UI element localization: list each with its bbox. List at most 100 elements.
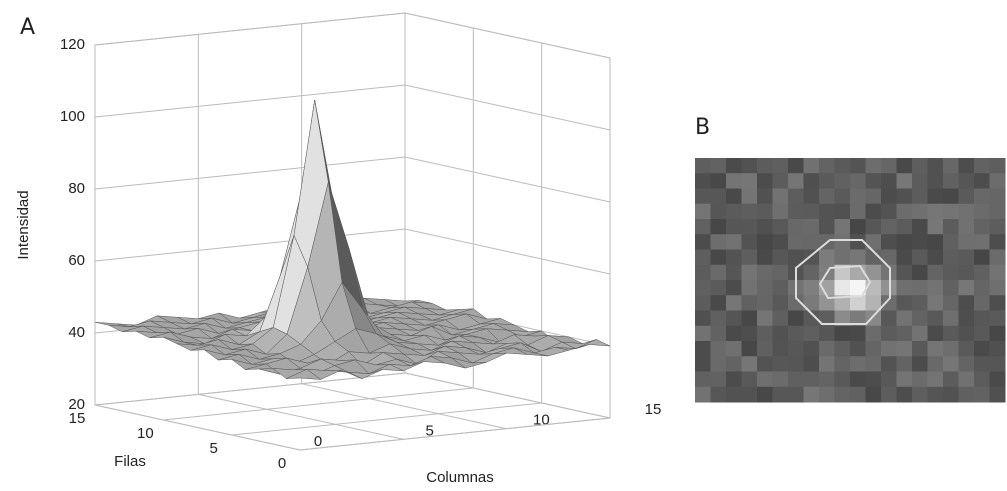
image-pixel bbox=[897, 250, 913, 266]
image-pixel bbox=[711, 280, 727, 296]
panel-label: A bbox=[20, 15, 35, 40]
image-pixel bbox=[974, 173, 990, 189]
image-pixel bbox=[726, 387, 742, 403]
image-pixel bbox=[990, 326, 1006, 342]
image-pixel bbox=[819, 387, 835, 403]
image-pixel bbox=[990, 204, 1006, 220]
image-pixel bbox=[773, 341, 789, 357]
image-pixel bbox=[897, 234, 913, 250]
image-pixel bbox=[695, 250, 711, 266]
image-pixel bbox=[959, 295, 975, 311]
image-pixel bbox=[912, 250, 928, 266]
image-pixel bbox=[788, 234, 804, 250]
image-pixel bbox=[711, 341, 727, 357]
image-pixel bbox=[726, 356, 742, 372]
image-pixel bbox=[695, 341, 711, 357]
image-pixel bbox=[974, 341, 990, 357]
image-pixel bbox=[804, 356, 820, 372]
image-pixel bbox=[928, 311, 944, 327]
image-pixel bbox=[943, 341, 959, 357]
image-pixel bbox=[695, 158, 711, 174]
image-pixel bbox=[959, 250, 975, 266]
image-pixel bbox=[850, 295, 866, 311]
image-pixel bbox=[804, 387, 820, 403]
image-pixel bbox=[742, 341, 758, 357]
image-pixel bbox=[835, 189, 851, 205]
image-pixel bbox=[695, 387, 711, 403]
image-pixel bbox=[711, 311, 727, 327]
image-pixel bbox=[757, 219, 773, 235]
image-pixel bbox=[742, 189, 758, 205]
image-pixel bbox=[773, 356, 789, 372]
image-pixel bbox=[711, 204, 727, 220]
image-pixel bbox=[773, 219, 789, 235]
image-pixel bbox=[773, 265, 789, 281]
image-pixel bbox=[819, 356, 835, 372]
image-pixel bbox=[726, 173, 742, 189]
image-pixel bbox=[990, 387, 1006, 403]
image-pixel bbox=[928, 341, 944, 357]
image-pixel bbox=[695, 219, 711, 235]
image-pixel bbox=[788, 219, 804, 235]
image-pixel bbox=[695, 280, 711, 296]
image-pixel bbox=[788, 372, 804, 388]
image-pixel bbox=[711, 265, 727, 281]
image-pixel bbox=[850, 250, 866, 266]
image-pixel bbox=[928, 158, 944, 174]
image-pixel bbox=[850, 326, 866, 342]
image-pixel bbox=[695, 311, 711, 327]
image-pixel bbox=[990, 356, 1006, 372]
image-pixel bbox=[726, 219, 742, 235]
image-pixel bbox=[757, 158, 773, 174]
image-pixel bbox=[819, 173, 835, 189]
image-pixel bbox=[819, 326, 835, 342]
image-pixel bbox=[804, 173, 820, 189]
image-pixel bbox=[773, 234, 789, 250]
image-pixel bbox=[897, 204, 913, 220]
image-pixel bbox=[773, 295, 789, 311]
image-pixel bbox=[881, 326, 897, 342]
image-pixel bbox=[757, 326, 773, 342]
image-pixel bbox=[850, 341, 866, 357]
image-pixel bbox=[757, 387, 773, 403]
image-pixel bbox=[943, 356, 959, 372]
y-tick-label: 5 bbox=[209, 440, 217, 457]
image-pixel bbox=[804, 234, 820, 250]
image-pixel bbox=[773, 311, 789, 327]
image-pixel bbox=[928, 265, 944, 281]
image-pixel bbox=[974, 356, 990, 372]
image-pixel bbox=[695, 326, 711, 342]
image-pixel bbox=[959, 372, 975, 388]
image-pixel bbox=[990, 295, 1006, 311]
image-pixel bbox=[912, 280, 928, 296]
image-pixel bbox=[695, 295, 711, 311]
image-pixel bbox=[943, 250, 959, 266]
image-pixel bbox=[990, 265, 1006, 281]
image-pixel bbox=[943, 387, 959, 403]
image-pixel bbox=[974, 265, 990, 281]
image-pixel bbox=[959, 326, 975, 342]
image-pixel bbox=[757, 311, 773, 327]
image-pixel bbox=[711, 234, 727, 250]
image-pixel bbox=[943, 158, 959, 174]
image-pixel bbox=[819, 204, 835, 220]
image-pixel bbox=[711, 250, 727, 266]
image-pixel bbox=[835, 173, 851, 189]
image-pixel bbox=[881, 387, 897, 403]
image-pixel bbox=[928, 356, 944, 372]
image-pixel bbox=[773, 158, 789, 174]
image-pixel bbox=[773, 372, 789, 388]
image-pixel bbox=[726, 204, 742, 220]
image-pixel bbox=[928, 295, 944, 311]
image-pixel bbox=[912, 295, 928, 311]
image-pixel bbox=[866, 311, 882, 327]
image-pixel bbox=[881, 219, 897, 235]
image-pixel bbox=[897, 280, 913, 296]
image-pixel bbox=[912, 326, 928, 342]
image-pixel bbox=[881, 341, 897, 357]
image-pixel bbox=[959, 280, 975, 296]
panel-label: B bbox=[695, 115, 710, 140]
grid-line bbox=[95, 157, 610, 202]
image-pixel bbox=[695, 372, 711, 388]
image-pixel bbox=[695, 356, 711, 372]
